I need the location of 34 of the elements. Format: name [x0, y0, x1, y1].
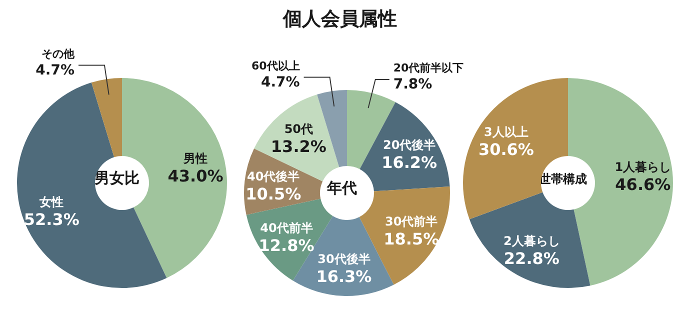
slice-label: 女性 [38, 195, 64, 210]
data-label: 16.3% [316, 267, 372, 286]
data-label: 7.8% [393, 76, 432, 92]
text: 年代 [326, 179, 357, 197]
data-label: 4.7% [260, 74, 300, 90]
data-label: 46.6% [615, 174, 671, 194]
donut-slice [91, 78, 122, 158]
data-label: 30.6% [478, 140, 534, 159]
data-label: 4.7% [36, 62, 74, 78]
data-label: 10.5% [246, 184, 302, 204]
slice-label: 60代以上 [251, 59, 300, 72]
text: 男女比 [94, 169, 140, 187]
data-label: 43.0% [168, 166, 224, 186]
slice-label: 30代前半 [385, 214, 438, 229]
slice-label: 30代後半 [318, 252, 370, 266]
data-label: 13.2% [270, 136, 326, 156]
slice-label: その他 [41, 47, 76, 60]
text: 個人会員属性 [282, 7, 398, 32]
slice-label: 1人暮らし [614, 160, 672, 174]
data-label: 12.8% [258, 236, 314, 255]
slice-label: 2人暮らし [504, 234, 560, 248]
data-label: 16.2% [382, 152, 438, 172]
data-label: 52.3% [24, 210, 80, 230]
data-label: 18.5% [384, 230, 440, 249]
donut-slice [17, 82, 167, 288]
slice-label: 3人以上 [484, 124, 528, 139]
slice-label: 20代後半 [382, 138, 436, 152]
slice-label: 男性 [182, 152, 208, 166]
data-label: 22.8% [504, 249, 560, 268]
donut-slice [469, 192, 590, 288]
slice-label: 50代 [284, 122, 314, 136]
slice-label: 40代前半 [260, 220, 313, 235]
slice-label: 40代後半 [247, 169, 300, 184]
slice-label: 20代前半以下 [393, 61, 464, 74]
